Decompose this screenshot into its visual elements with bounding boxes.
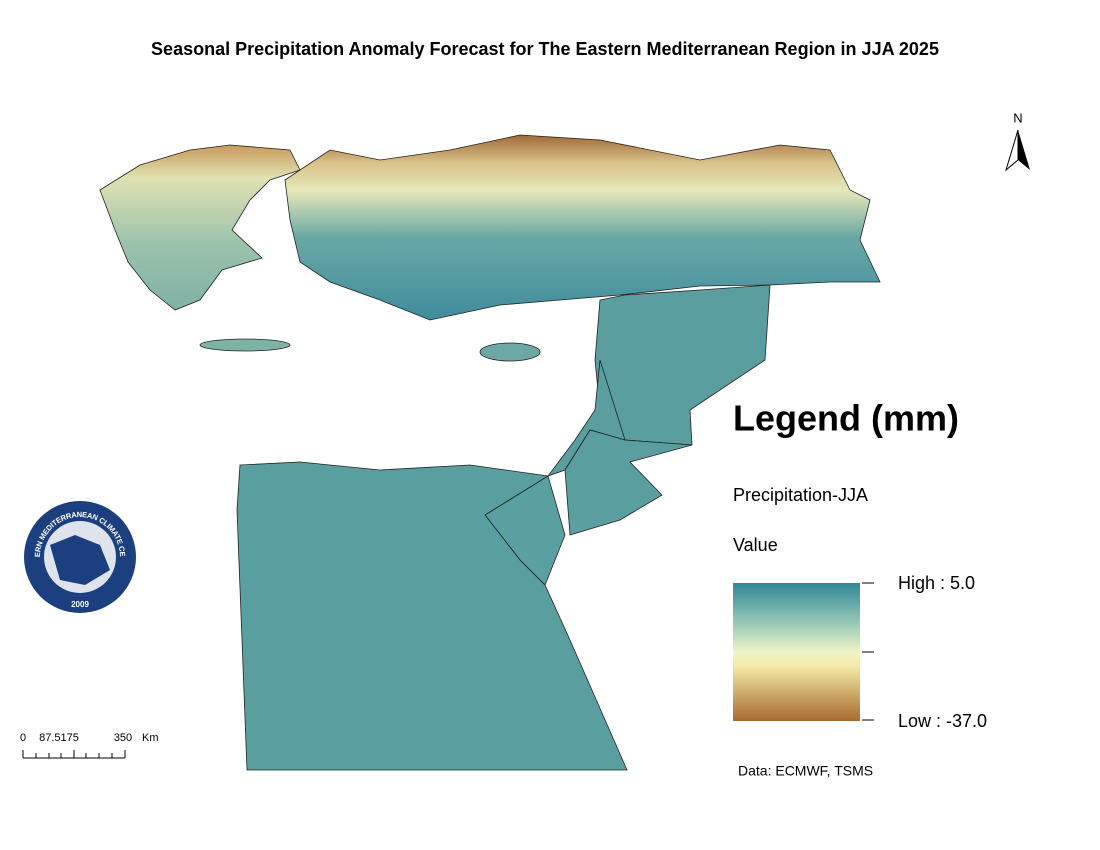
legend: Legend (mm) Precipitation-JJA Value High… (733, 398, 987, 731)
egypt (236, 461, 628, 771)
jordan (564, 429, 693, 536)
legend-title: Legend (mm) (733, 398, 959, 439)
legend-field: Value (733, 535, 778, 555)
arrow-left (1005, 129, 1019, 172)
legend-high: High : 5.0 (898, 573, 975, 593)
data-source: Data: ECMWF, TSMS (738, 763, 873, 779)
legend-low: Low : -37.0 (898, 711, 987, 731)
scale-bar: 0 87.5175 350 Km (20, 732, 159, 759)
north-label: N (1013, 110, 1022, 125)
cyprus (479, 342, 541, 362)
turkey (284, 134, 881, 321)
scale-unit: Km (142, 732, 159, 744)
scale-label: 87.5175 (39, 732, 79, 744)
legend-ramp (733, 583, 860, 721)
greece (99, 144, 301, 311)
logo-text-path: EASTERN MEDITERRANEAN CLIMATE CENTRE (0, 0, 127, 557)
arrow-right (1018, 130, 1030, 170)
legend-ticks (862, 582, 874, 721)
map-title: Seasonal Precipitation Anomaly Forecast … (151, 39, 939, 59)
logo-year: 2009 (71, 600, 89, 609)
scale-ticks (22, 750, 126, 759)
scale-label: 350 (114, 732, 132, 744)
north-arrow: N (1005, 110, 1030, 172)
scale-label: 0 (20, 732, 26, 744)
logo: EASTERN MEDITERRANEAN CLIMATE CENTRE 200… (0, 0, 136, 613)
map-frame (99, 134, 881, 771)
logo-map (50, 535, 110, 585)
legend-layer: Precipitation-JJA (733, 485, 868, 505)
logo-text: EASTERN MEDITERRANEAN CLIMATE CENTRE (0, 0, 127, 557)
crete (199, 338, 291, 352)
